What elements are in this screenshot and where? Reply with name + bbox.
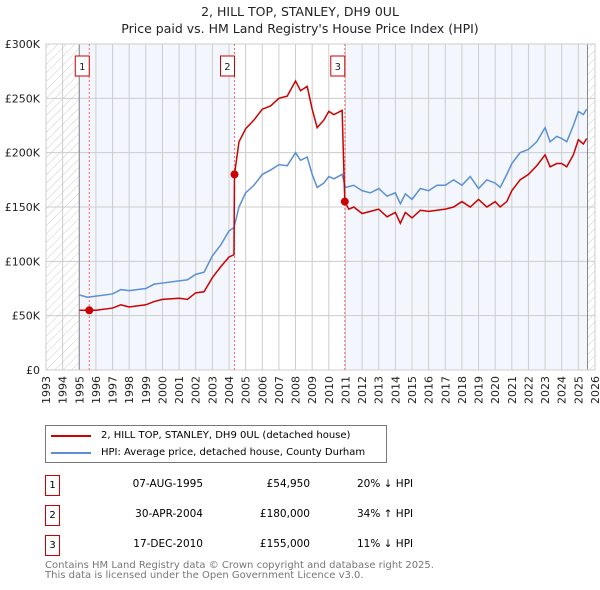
sale-point [230,170,239,179]
x-tick-label: 2002 [190,376,203,404]
x-tick-label: 2000 [156,376,169,404]
x-tick-label: 2015 [406,376,419,404]
x-tick-label: 2026 [589,376,600,404]
chart-title: 2, HILL TOP, STANLEY, DH9 0UL [201,4,399,19]
legend: 2, HILL TOP, STANLEY, DH9 0UL (detached … [45,425,387,463]
footer: Contains HM Land Registry data © Crown c… [45,561,434,581]
sale-label: 2 [224,62,230,73]
legend-line-blue [51,451,91,454]
x-tick-label: 2003 [206,376,219,404]
x-tick-label: 2023 [539,376,552,404]
sale-price: £180,000 [259,508,310,520]
x-tick-label: 2014 [389,376,402,404]
y-tick-label: £50K [12,310,41,323]
hpi-line [79,108,588,298]
sale-row: 3 17-DEC-2010 £155,000 11% ↓ HPI [45,535,445,556]
x-tick-label: 2016 [423,376,436,404]
x-tick-label: 2008 [290,376,303,404]
x-tick-label: 2022 [522,376,535,404]
x-tick-label: 2017 [439,376,452,404]
sale-hpi-diff: 11% ↓ HPI [357,538,414,550]
x-tick-label: 2021 [506,376,519,404]
x-tick-label: 2020 [489,376,502,404]
x-tick-label: 2018 [456,376,469,404]
x-tick-label: 2001 [173,376,186,404]
footer-line: This data is licensed under the Open Gov… [45,570,364,581]
sale-hpi-diff: 34% ↑ HPI [357,508,414,520]
sale-number-badge: 3 [45,535,60,556]
y-tick-label: £250K [5,92,41,105]
sale-hpi-diff: 20% ↓ HPI [357,478,414,490]
x-tick-label: 2012 [356,376,369,404]
x-tick-label: 1993 [40,376,53,404]
legend-line-red [51,434,91,437]
y-tick-label: £0 [26,364,40,377]
plot-border [45,43,596,371]
sale-number-badge: 1 [45,475,60,496]
sale-point [85,306,94,315]
legend-item-hpi: HPI: Average price, detached house, Coun… [51,447,365,458]
x-tick-label: 2025 [572,376,585,404]
y-tick-label: £150K [5,201,41,214]
x-tick-label: 2004 [223,376,236,404]
x-tick-label: 1999 [140,376,153,404]
sale-label: 1 [79,62,85,73]
sale-label-box [74,55,90,77]
sale-price: £155,000 [259,538,310,550]
sale-label: 3 [335,62,341,73]
sale-label-box [219,55,235,77]
x-tick-label: 2011 [339,376,352,404]
sale-row: 2 30-APR-2004 £180,000 34% ↑ HPI [45,505,445,526]
y-tick-label: £300K [5,38,41,51]
property-price-line [79,79,588,311]
x-tick-label: 2019 [473,376,486,404]
x-tick-label: 2006 [256,376,269,404]
price-chart: 1993 1994 1995 1996 1997 1998 1999 2000 2001 2002… [5,38,600,404]
x-tick-label: 1994 [57,376,70,404]
x-tick-label: 2024 [556,376,569,404]
x-tick-label: 1997 [107,376,120,404]
legend-label: 2, HILL TOP, STANLEY, DH9 0UL (detached … [101,430,351,441]
sale-date: 07-AUG-1995 [132,478,203,490]
sale-price: £54,950 [266,478,310,490]
sale-point [340,197,349,206]
x-tick-label: 2007 [273,376,286,404]
sale-number-badge: 2 [45,505,60,526]
sale-label-box [330,55,346,77]
y-tick-label: £100K [5,255,41,268]
x-tick-label: 1996 [90,376,103,404]
x-tick-label: 2013 [373,376,386,404]
x-tick-label: 2010 [323,376,336,404]
sale-date: 30-APR-2004 [135,508,203,520]
x-tick-label: 1995 [73,376,86,404]
x-tick-label: 2009 [306,376,319,404]
y-tick-label: £200K [5,147,41,160]
sale-date: 17-DEC-2010 [133,538,203,550]
sale-row: 1 07-AUG-1995 £54,950 20% ↓ HPI [45,475,445,496]
chart-subtitle: Price paid vs. HM Land Registry's House … [121,21,479,36]
x-tick-label: 2005 [240,376,253,404]
legend-label: HPI: Average price, detached house, Coun… [101,447,366,458]
x-tick-label: 1998 [123,376,136,404]
footer-line: Contains HM Land Registry data © Crown c… [45,560,434,571]
legend-item-property: 2, HILL TOP, STANLEY, DH9 0UL (detached … [51,430,350,441]
